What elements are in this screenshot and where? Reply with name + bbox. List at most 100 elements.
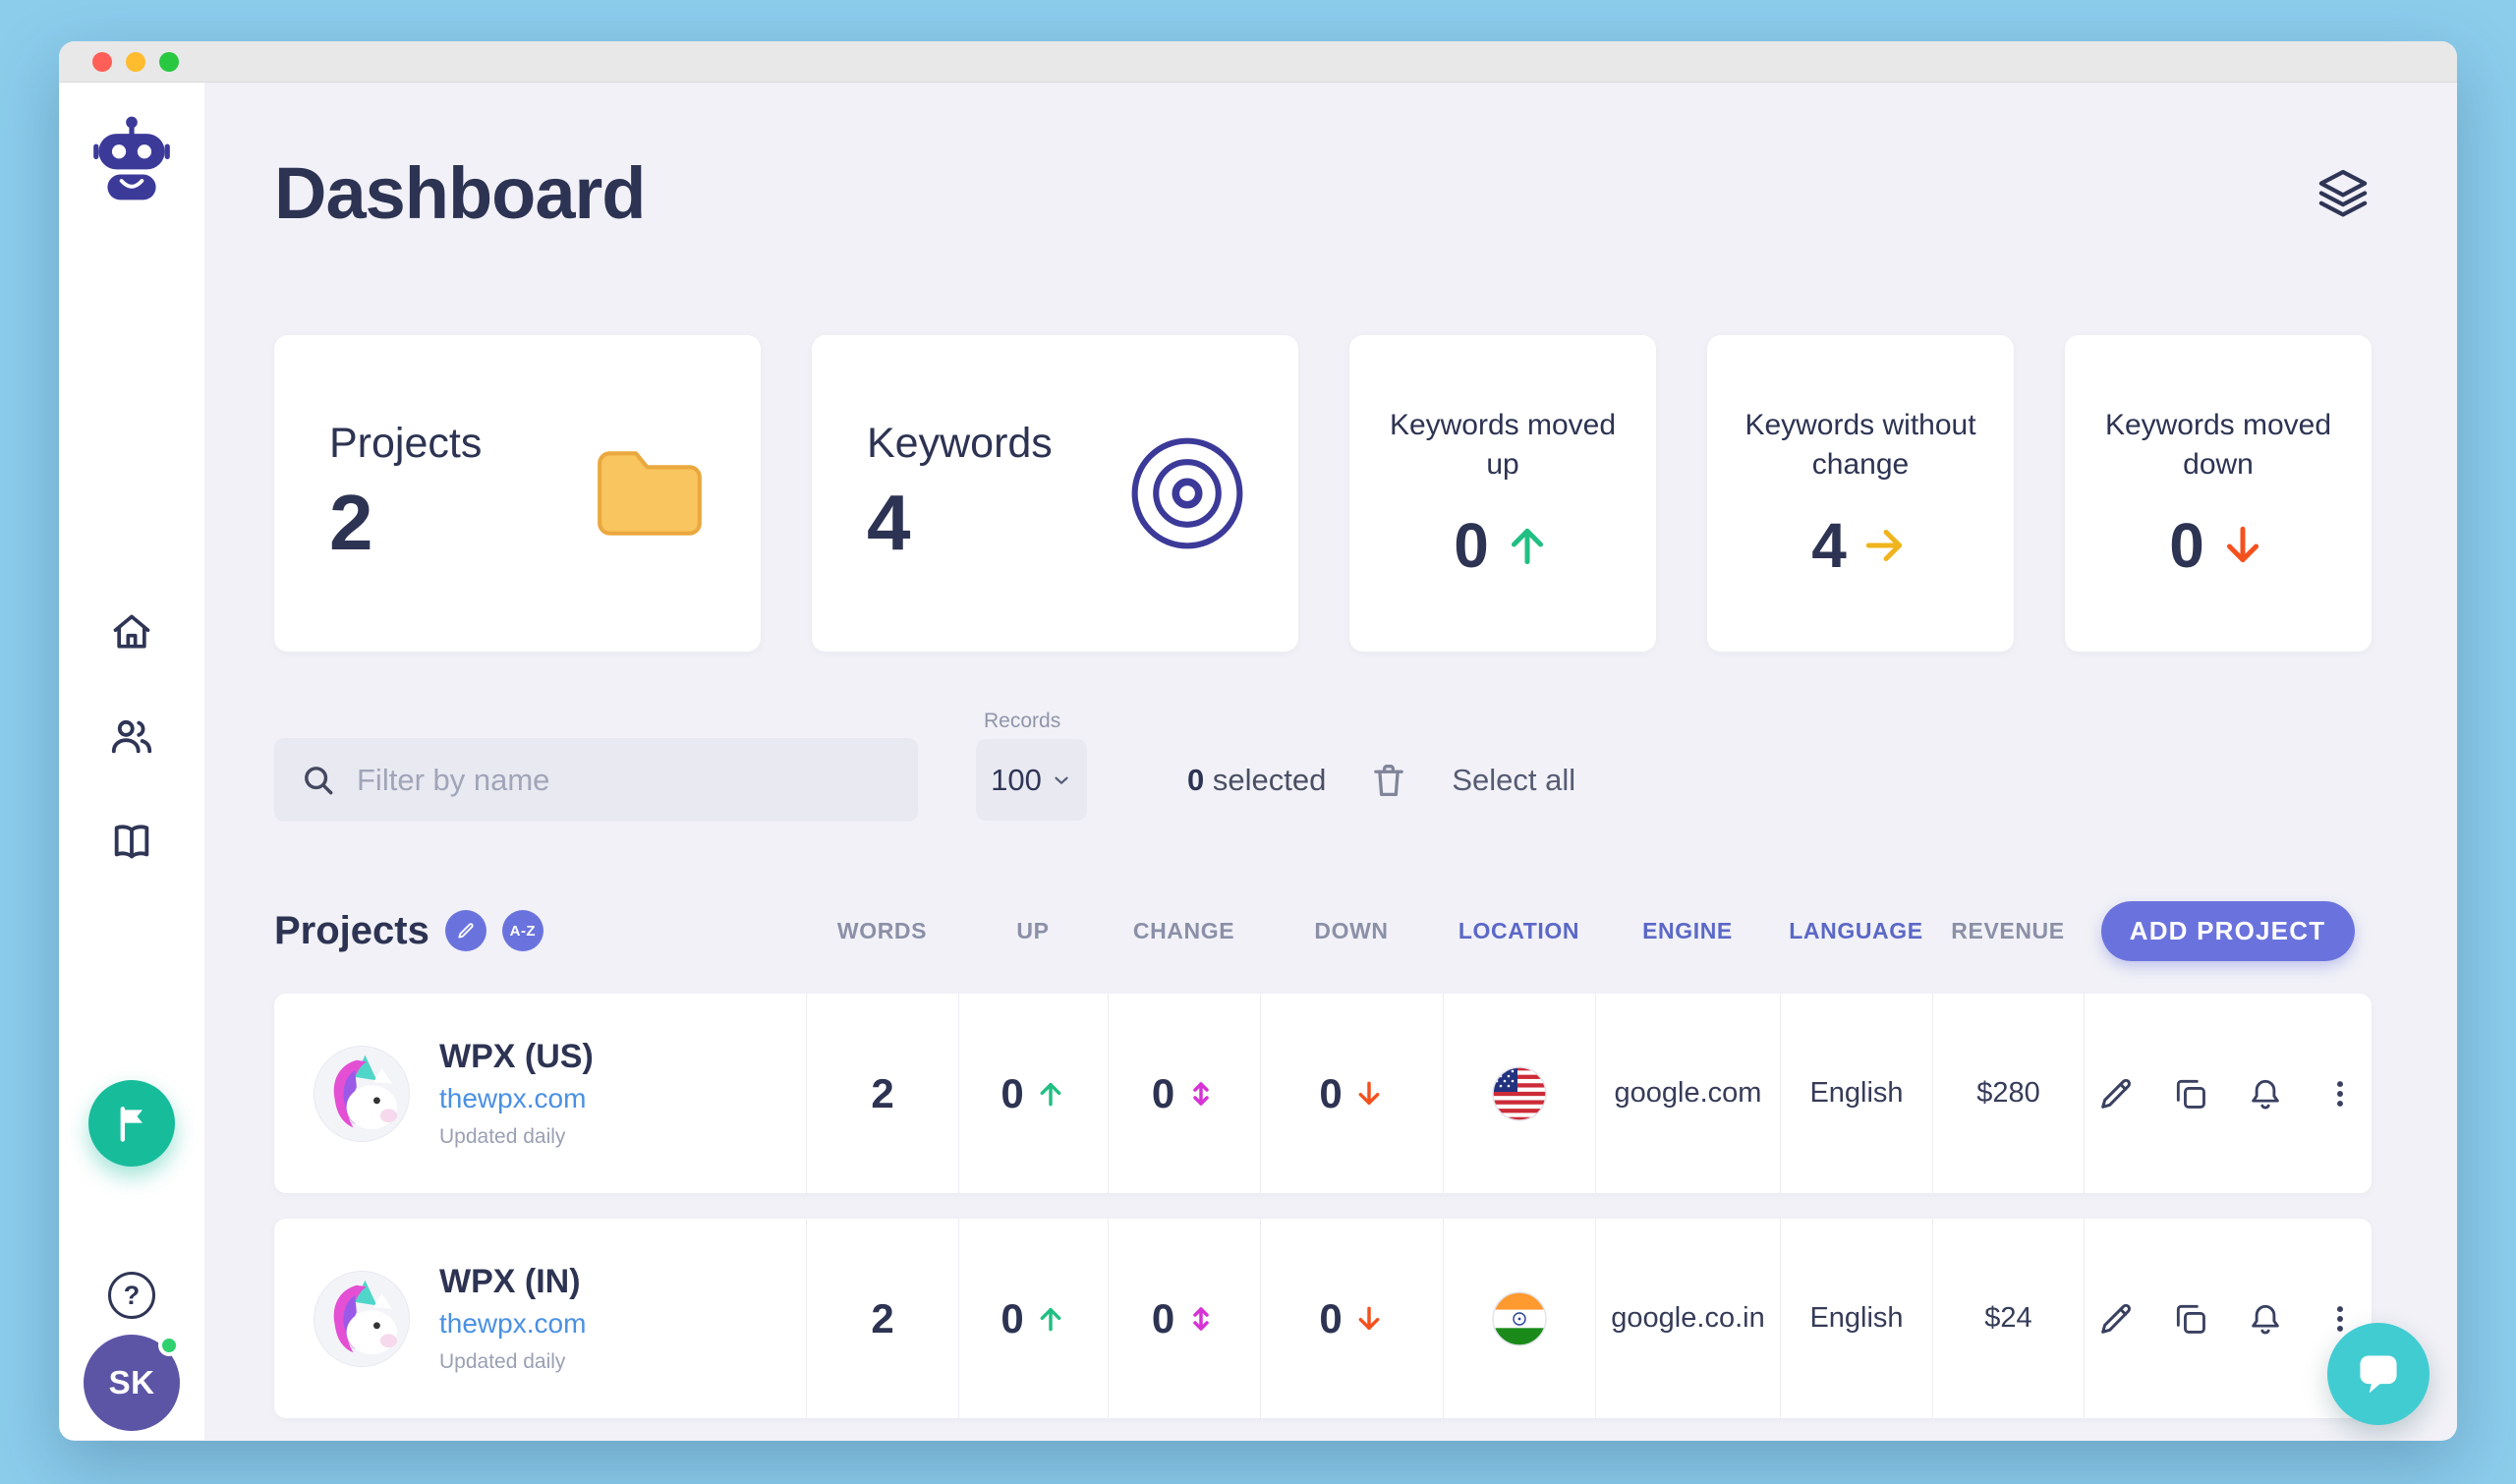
words-value: 2: [871, 1069, 894, 1116]
stat-label: Projects: [329, 419, 483, 467]
arrow-right-icon: [1860, 521, 1910, 570]
pencil-icon: [456, 921, 476, 941]
project-name: WPX (IN): [439, 1263, 581, 1300]
avatar[interactable]: SK: [84, 1335, 180, 1431]
arrow-down-icon: [2218, 521, 2267, 570]
filter-input[interactable]: [357, 762, 892, 798]
page-title: Dashboard: [274, 151, 647, 234]
target-icon: [1127, 433, 1247, 553]
column-header-engine[interactable]: ENGINE: [1642, 917, 1733, 943]
stat-value: 2: [329, 478, 373, 566]
layers-icon[interactable]: [2315, 164, 2372, 221]
stat-card-keywords-down: Keywords moved down 0: [2065, 335, 2372, 652]
copy-icon[interactable]: [2171, 1299, 2210, 1339]
table-row: WPX (IN) thewpx.com Updated daily 2 0: [274, 1219, 2372, 1418]
project-name: WPX (US): [439, 1038, 594, 1075]
stat-label: Keywords without change: [1744, 408, 1976, 482]
chat-launcher-button[interactable]: [2327, 1323, 2430, 1425]
us-flag-icon: [1492, 1065, 1547, 1121]
bell-icon[interactable]: [2246, 1299, 2285, 1339]
india-flag-icon: [1492, 1290, 1547, 1346]
edit-projects-button[interactable]: [444, 910, 486, 951]
project-avatar: [314, 1270, 410, 1367]
change-value: 0: [1151, 1294, 1175, 1341]
stat-value: 4: [867, 478, 911, 566]
change-value: 0: [1151, 1069, 1175, 1116]
zoom-window-button[interactable]: [159, 51, 179, 72]
home-icon[interactable]: [109, 609, 154, 655]
kebab-menu-icon[interactable]: [2320, 1074, 2360, 1113]
stat-value: 0: [1454, 509, 1489, 581]
search-box: [274, 738, 918, 822]
edit-icon[interactable]: [2096, 1299, 2136, 1339]
stat-value: 0: [2169, 509, 2204, 581]
arrow-up-down-icon: [1185, 1303, 1217, 1335]
stats-row: Projects 2 Keywords 4: [274, 335, 2372, 652]
revenue-value: $280: [1976, 1077, 2040, 1109]
records-value: 100: [991, 762, 1042, 797]
sidebar: ? SK: [59, 83, 204, 1440]
project-url-link[interactable]: thewpx.com: [439, 1308, 587, 1339]
arrow-up-down-icon: [1185, 1078, 1217, 1110]
stat-card-keywords: Keywords 4: [812, 335, 1298, 652]
up-value: 0: [1001, 1069, 1024, 1116]
stat-card-keywords-nochange: Keywords without change 4: [1707, 335, 2014, 652]
engine-value: google.co.in: [1611, 1302, 1765, 1334]
toolbar: Records 100 0 selected: [274, 710, 2372, 822]
project-url-link[interactable]: thewpx.com: [439, 1083, 587, 1113]
column-header-up[interactable]: UP: [1016, 917, 1050, 943]
revenue-value: $24: [1984, 1302, 2032, 1334]
robot-logo-icon[interactable]: [93, 116, 170, 202]
sort-az-button[interactable]: A-Z: [501, 910, 543, 951]
stat-label: Keywords moved down: [2104, 408, 2332, 482]
records-label: Records: [984, 710, 1061, 732]
bell-icon[interactable]: [2246, 1074, 2285, 1113]
online-status-dot: [158, 1335, 180, 1356]
project-avatar: [314, 1045, 410, 1142]
folder-icon: [590, 438, 710, 548]
promo-button[interactable]: [88, 1080, 175, 1167]
projects-header: Projects A-Z WORDS UP CHANGE DOWN LOCATI…: [274, 900, 2372, 961]
arrow-down-icon: [1353, 1303, 1385, 1335]
project-updated: Updated daily: [439, 1350, 566, 1373]
chevron-down-icon: [1051, 770, 1072, 791]
app-window: ? SK Dashboard: [59, 41, 2457, 1441]
book-icon[interactable]: [109, 819, 154, 864]
table-row: WPX (US) thewpx.com Updated daily 2 0: [274, 994, 2372, 1193]
select-all-button[interactable]: Select all: [1452, 762, 1576, 797]
trash-icon[interactable]: [1367, 759, 1410, 802]
up-value: 0: [1001, 1294, 1024, 1341]
flag-icon: [110, 1102, 153, 1145]
selected-count-text: 0 selected: [1187, 763, 1326, 798]
column-header-revenue[interactable]: REVENUE: [1951, 917, 2065, 943]
main-content: Dashboard Projects 2: [204, 83, 2457, 1440]
down-value: 0: [1319, 1069, 1343, 1116]
arrow-up-icon: [1035, 1303, 1066, 1335]
column-header-language[interactable]: LANGUAGE: [1789, 917, 1923, 943]
stat-label: Keywords moved up: [1389, 408, 1617, 482]
selected-label: selected: [1204, 762, 1327, 797]
column-header-location[interactable]: LOCATION: [1458, 917, 1580, 943]
stat-card-projects: Projects 2: [274, 335, 761, 652]
users-icon[interactable]: [109, 713, 154, 759]
stat-label: Keywords: [867, 419, 1053, 467]
stat-card-keywords-up: Keywords moved up 0: [1349, 335, 1656, 652]
search-icon: [300, 762, 337, 799]
help-button[interactable]: ?: [108, 1272, 155, 1319]
arrow-up-icon: [1503, 521, 1552, 570]
edit-icon[interactable]: [2096, 1074, 2136, 1113]
column-header-down[interactable]: DOWN: [1314, 917, 1389, 943]
add-project-button[interactable]: ADD PROJECT: [2100, 900, 2355, 961]
close-window-button[interactable]: [92, 51, 112, 72]
records-dropdown[interactable]: 100: [976, 739, 1087, 821]
words-value: 2: [871, 1294, 894, 1341]
language-value: English: [1809, 1302, 1904, 1334]
column-header-change[interactable]: CHANGE: [1132, 917, 1235, 943]
minimize-window-button[interactable]: [126, 51, 145, 72]
arrow-down-icon: [1353, 1078, 1385, 1110]
kebab-menu-icon[interactable]: [2320, 1299, 2360, 1339]
copy-icon[interactable]: [2171, 1074, 2210, 1113]
engine-value: google.com: [1614, 1077, 1762, 1109]
column-header-words[interactable]: WORDS: [836, 917, 928, 943]
arrow-up-icon: [1035, 1078, 1066, 1110]
